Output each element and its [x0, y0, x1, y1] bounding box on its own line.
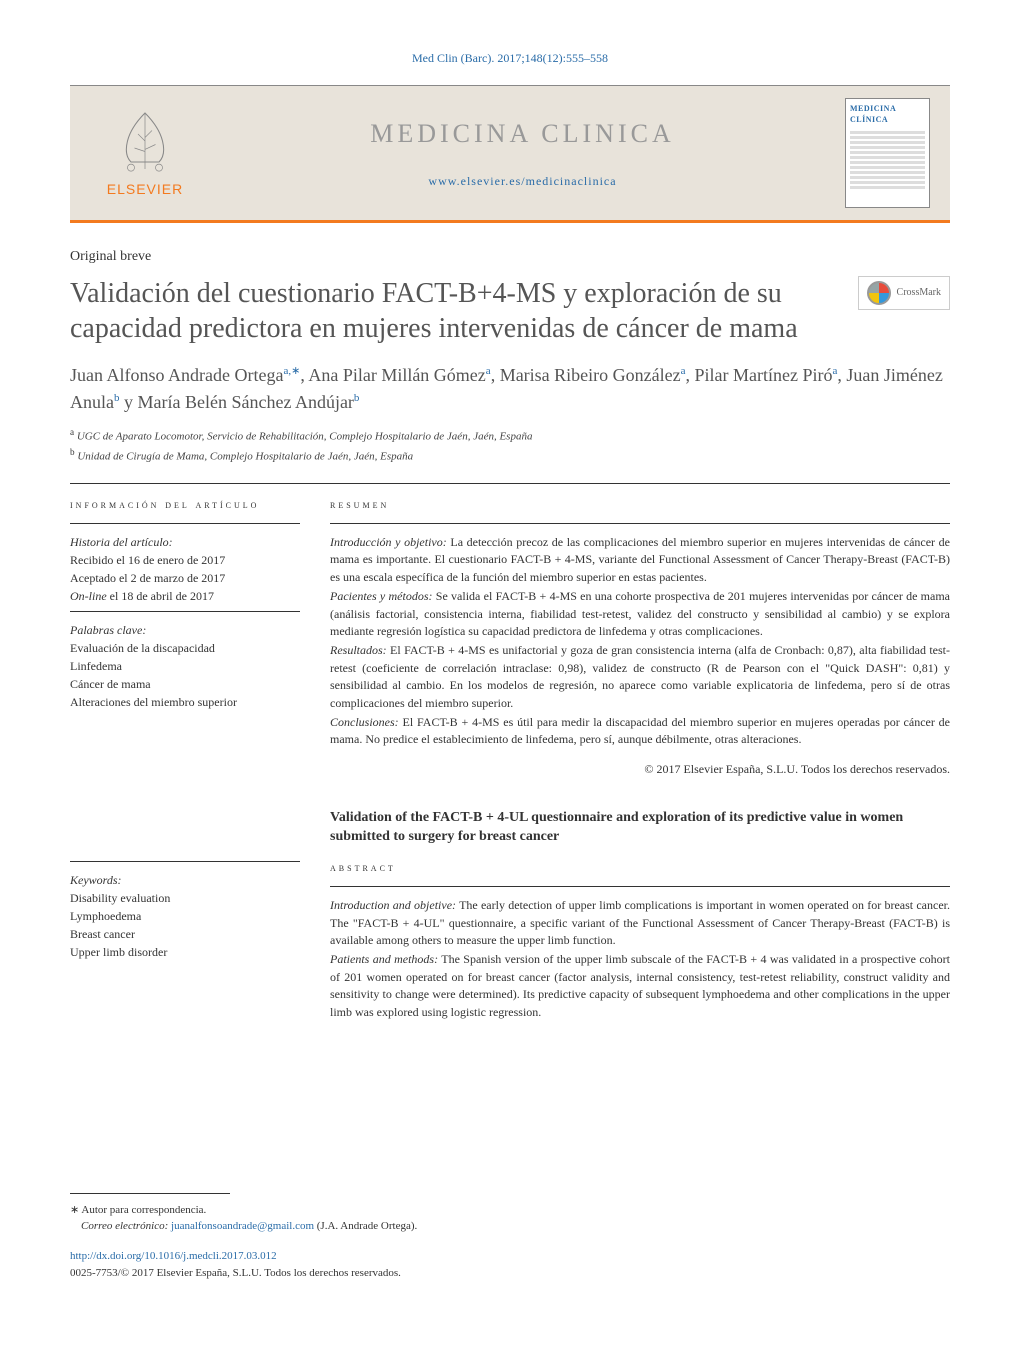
- citation-line: Med Clin (Barc). 2017;148(12):555–558: [70, 50, 950, 67]
- keyword-es: Alteraciones del miembro superior: [70, 693, 300, 711]
- keyword-en: Lymphoedema: [70, 907, 300, 925]
- author: Ana Pilar Millán Gómeza: [308, 365, 490, 385]
- author: Marisa Ribeiro Gonzáleza: [500, 365, 686, 385]
- crossmark-label: CrossMark: [897, 286, 941, 300]
- corresp-marker: ∗: [70, 1204, 79, 1216]
- corresp-email-link[interactable]: juanalfonsoandrade@gmail.com: [171, 1220, 314, 1232]
- journal-header: ELSEVIER MEDICINA CLINICA www.elsevier.e…: [70, 85, 950, 223]
- keyword-en: Disability evaluation: [70, 889, 300, 907]
- crossmark-badge[interactable]: CrossMark: [858, 276, 950, 310]
- journal-url-link[interactable]: www.elsevier.es/medicinaclinica: [428, 174, 616, 188]
- resumen-body: Introducción y objetivo: La detección pr…: [330, 534, 950, 749]
- author: María Belén Sánchez Andújarb: [138, 392, 360, 412]
- footer-copyright: 0025-7753/© 2017 Elsevier España, S.L.U.…: [70, 1266, 950, 1281]
- resumen-section: Resultados: El FACT-B + 4-MS es unifacto…: [330, 642, 950, 712]
- keyword-en: Breast cancer: [70, 925, 300, 943]
- article-title-en: Validation of the FACT-B + 4-UL question…: [330, 808, 950, 847]
- abstract-en-heading: abstract: [330, 861, 950, 876]
- footnote-divider: [70, 1193, 230, 1194]
- keyword-es: Linfedema: [70, 657, 300, 675]
- resumen-copyright: © 2017 Elsevier España, S.L.U. Todos los…: [330, 761, 950, 778]
- history-online: On-line el 18 de abril de 2017: [70, 587, 300, 605]
- abstract-en-section: Introduction and objetive: The early det…: [330, 897, 950, 949]
- author: Pilar Martínez Piróa: [695, 365, 838, 385]
- divider: [70, 483, 950, 484]
- affiliation: b Unidad de Cirugía de Mama, Complejo Ho…: [70, 446, 950, 465]
- authors-list: Juan Alfonso Andrade Ortegaa,∗, Ana Pila…: [70, 362, 950, 416]
- journal-name: MEDICINA CLINICA: [200, 116, 845, 152]
- divider: [70, 861, 300, 862]
- abstract-en-section: Patients and methods: The Spanish versio…: [330, 951, 950, 1021]
- publisher-name: ELSEVIER: [107, 180, 183, 200]
- journal-cover-thumbnail: MEDICINA CLÍNICA: [845, 98, 930, 208]
- article-title: Validación del cuestionario FACT-B+4-MS …: [70, 276, 838, 346]
- article-info-heading: información del artículo: [70, 498, 300, 513]
- elsevier-tree-icon: [110, 106, 180, 176]
- history-accepted: Aceptado el 2 de marzo de 2017: [70, 569, 300, 587]
- article-type: Original breve: [70, 247, 950, 267]
- doi-link[interactable]: http://dx.doi.org/10.1016/j.medcli.2017.…: [70, 1249, 950, 1264]
- corresp-label: Autor para correspondencia.: [81, 1204, 206, 1216]
- affiliation: a UGC de Aparato Locomotor, Servicio de …: [70, 426, 950, 445]
- corresponding-author: ∗ Autor para correspondencia. Correo ele…: [70, 1202, 950, 1235]
- history-label: Historia del artículo:: [70, 534, 300, 551]
- divider: [70, 611, 300, 612]
- keyword-es: Cáncer de mama: [70, 675, 300, 693]
- publisher-logo-block: ELSEVIER: [90, 106, 200, 200]
- corresp-email-label: Correo electrónico:: [81, 1220, 168, 1232]
- divider: [330, 886, 950, 887]
- author: Juan Alfonso Andrade Ortegaa,∗: [70, 365, 300, 385]
- corresp-name: (J.A. Andrade Ortega).: [317, 1220, 418, 1232]
- crossmark-icon: [867, 281, 891, 305]
- history-received: Recibido el 16 de enero de 2017: [70, 551, 300, 569]
- keyword-es: Evaluación de la discapacidad: [70, 639, 300, 657]
- affiliations: a UGC de Aparato Locomotor, Servicio de …: [70, 426, 950, 464]
- keywords-es-label: Palabras clave:: [70, 622, 300, 639]
- resumen-section: Pacientes y métodos: Se valida el FACT-B…: [330, 588, 950, 640]
- keyword-en: Upper limb disorder: [70, 943, 300, 961]
- divider: [70, 523, 300, 524]
- keywords-en-label: Keywords:: [70, 872, 300, 889]
- resumen-section: Conclusiones: El FACT-B + 4-MS es útil p…: [330, 714, 950, 749]
- divider: [330, 523, 950, 524]
- resumen-heading: resumen: [330, 498, 950, 513]
- cover-title: MEDICINA CLÍNICA: [850, 103, 925, 125]
- resumen-section: Introducción y objetivo: La detección pr…: [330, 534, 950, 586]
- abstract-en-body: Introduction and objetive: The early det…: [330, 897, 950, 1021]
